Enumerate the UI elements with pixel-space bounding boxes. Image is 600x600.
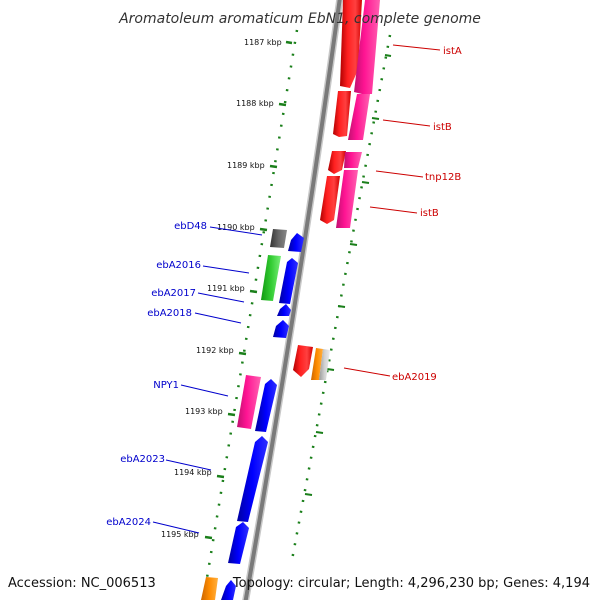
scale-label: 1191 kbp — [207, 284, 245, 293]
scale-label: 1194 kbp — [174, 468, 212, 477]
gene-blue — [221, 580, 236, 600]
gene-blue — [277, 304, 291, 316]
gene-red — [340, 0, 362, 88]
gene-label-istB-2[interactable]: istB — [420, 208, 439, 219]
gene-label-ebA2024[interactable]: ebA2024 — [106, 517, 151, 528]
gene-pink — [237, 375, 261, 429]
scale-tick — [216, 474, 225, 479]
fwd-tick — [349, 243, 358, 246]
scale-label: 1187 kbp — [244, 38, 282, 47]
gene-red — [320, 176, 340, 224]
gene-label-istA[interactable]: istA — [443, 46, 462, 57]
gene-red — [293, 345, 313, 377]
fwd-tick — [384, 54, 392, 57]
gene-label-ebA2023[interactable]: ebA2023 — [120, 454, 165, 465]
gene-blue — [273, 320, 289, 338]
scale-tick — [259, 227, 268, 232]
scale-label: 1190 kbp — [217, 223, 255, 232]
scale-label: 1192 kbp — [196, 346, 234, 355]
scale-tick — [278, 102, 287, 107]
gene-red — [333, 91, 351, 137]
gene-pink — [348, 94, 370, 140]
reverse-genes — [201, 229, 304, 600]
scale-tick — [227, 412, 236, 417]
forward-genes — [293, 0, 380, 380]
scale-tick — [285, 40, 293, 45]
gene-label-NPY1[interactable]: NPY1 — [153, 380, 179, 391]
gene-blue — [288, 233, 304, 252]
topology-label: Topology: circular; Length: 4,296,230 bp… — [232, 576, 590, 591]
gene-pink — [336, 170, 358, 228]
reverse-scale-track — [203, 29, 299, 591]
fwd-tick — [304, 493, 313, 496]
scale-tick — [204, 535, 213, 540]
gene-green — [261, 255, 281, 301]
reverse-leaders — [152, 226, 263, 534]
scale-tick — [238, 351, 247, 356]
gene-label-ebA2018[interactable]: ebA2018 — [147, 308, 192, 319]
gene-blue — [228, 522, 249, 564]
forward-gene-labels: istA istB tnp12B istB ebA2019 — [392, 46, 462, 383]
scale-label: 1188 kbp — [236, 99, 274, 108]
forward-leaders — [343, 44, 441, 377]
forward-scale-track — [290, 34, 392, 561]
gene-label-ebA2017[interactable]: ebA2017 — [151, 288, 196, 299]
gene-pink — [354, 0, 380, 94]
gene-label-istB[interactable]: istB — [433, 122, 452, 133]
fwd-tick — [326, 368, 335, 371]
gene-label-tnp12B[interactable]: tnp12B — [425, 172, 461, 183]
gene-orange — [311, 348, 323, 380]
scale-tick — [249, 289, 258, 294]
fwd-tick — [371, 117, 380, 120]
reverse-gene-labels: ebD48 ebA2016 ebA2017 ebA2018 NPY1 ebA20… — [106, 221, 207, 528]
map-title: Aromatoleum aromaticum EbN1, complete ge… — [118, 11, 481, 27]
gene-gray — [270, 229, 287, 248]
scale-label: 1195 kbp — [161, 530, 199, 539]
gene-red — [328, 151, 346, 174]
scale-label: 1189 kbp — [227, 161, 265, 170]
fwd-tick — [337, 305, 346, 308]
gene-pink — [344, 152, 362, 168]
scale-label: 1193 kbp — [185, 407, 223, 416]
gene-blue — [279, 258, 298, 304]
gene-label-ebD48[interactable]: ebD48 — [174, 221, 207, 232]
gene-orange — [201, 577, 218, 600]
gene-blue — [255, 379, 277, 432]
gene-blue — [237, 436, 268, 522]
accession-label: Accession: NC_006513 — [8, 576, 156, 591]
scale-tick — [269, 164, 278, 169]
genome-backbone — [242, 0, 344, 600]
gene-light-gray — [319, 349, 330, 380]
gene-label-ebA2019[interactable]: ebA2019 — [392, 372, 437, 383]
fwd-tick — [361, 181, 370, 184]
scale-labels: 1187 kbp 1188 kbp 1189 kbp 1190 kbp 1191… — [161, 38, 282, 539]
fwd-tick — [315, 431, 324, 434]
gene-label-ebA2016[interactable]: ebA2016 — [156, 260, 201, 271]
